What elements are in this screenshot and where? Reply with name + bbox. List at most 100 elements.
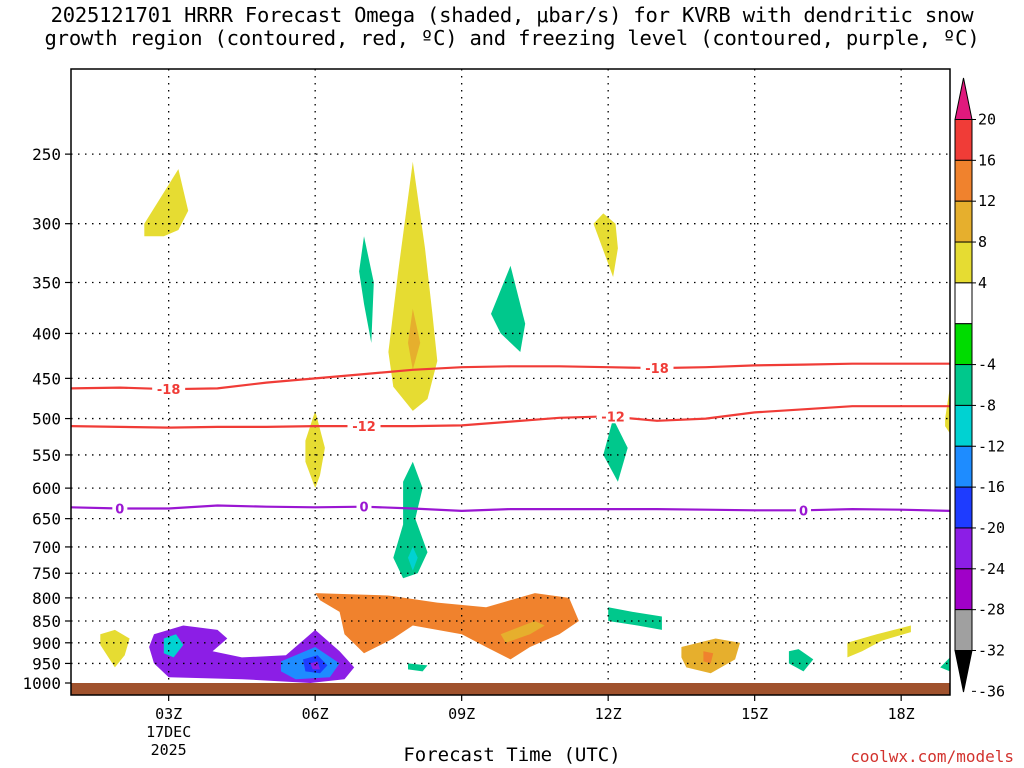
colorbar-label--16: -16 [978, 478, 1005, 496]
contour-label-0-1: 0 [359, 501, 368, 516]
omega-region-13 [359, 236, 374, 343]
colorbar-bin-4-8 [954, 241, 973, 284]
y-tick-label-900: 900 [32, 634, 61, 653]
colorbar-label--32: -32 [978, 642, 1005, 660]
grid [71, 69, 950, 683]
x-tick-label-18Z: 18Z [888, 705, 915, 723]
x-tick-label-15Z: 15Z [741, 705, 768, 723]
colorbar-cap-top [954, 77, 973, 120]
y-tick-label-800: 800 [32, 589, 61, 608]
omega-region-17 [408, 546, 418, 571]
colorbar-bin--4-4 [954, 282, 973, 325]
colorbar-bin-16-20 [954, 119, 973, 161]
contour-line--18 [71, 362, 950, 391]
contour-label--12-1: -12 [601, 410, 625, 425]
omega-region-0 [144, 169, 189, 237]
x-tick-label-12Z: 12Z [595, 705, 622, 723]
x-tick-sublabel-0: 17DEC [146, 723, 191, 741]
colorbar-bin--8--4 [954, 323, 973, 366]
source-credit[interactable]: coolwx.com/models [850, 747, 1014, 766]
y-tick-label-1000: 1000 [22, 674, 61, 693]
colorbar-bin--32--28 [954, 568, 973, 611]
colorbar-label-16: 16 [978, 151, 996, 169]
x-tick-label-03Z: 03Z [155, 705, 182, 723]
y-axis: 250 300 350 400 450 500 550 600 650 700 750 800 850 9… [22, 145, 71, 693]
colorbar-bin--16--12 [954, 404, 973, 447]
y-tick-label-650: 650 [32, 510, 61, 529]
colorbar-bin-12-16 [954, 159, 973, 202]
colorbar-bin--36--32 [954, 609, 973, 652]
colorbar-label--24: -24 [978, 560, 1005, 578]
colorbar-bin--24--20 [954, 486, 973, 529]
colorbar: 20 16 12 8 4 -4 -8 -12 -16 -20 -24 -28 -32 -36 [954, 77, 1005, 700]
omega-region-16 [393, 461, 428, 579]
omega-region-5 [305, 410, 325, 489]
contour-label--12-0: -12 [352, 420, 376, 435]
colorbar-label--20: -20 [978, 519, 1005, 537]
chart-title: 2025121701 HRRR Forecast Omega (shaded, … [0, 4, 1024, 50]
omega-region-18 [608, 607, 662, 630]
contour-label-bg-0-2 [796, 503, 811, 518]
contour-label-bg-0-0 [112, 501, 128, 516]
contour-label-bg--18-0 [152, 382, 186, 397]
omega-region-4 [593, 213, 618, 277]
colorbar-label--4: -4 [978, 356, 996, 374]
omega-region-20 [408, 663, 428, 672]
x-axis-label: Forecast Time (UTC) [403, 744, 621, 766]
omega-region-19 [788, 649, 814, 672]
contour-line--12 [71, 405, 950, 429]
temperature-contours: -18 -18 -12 -12 0 0 0 [71, 361, 950, 519]
y-tick-label-550: 550 [32, 446, 61, 465]
y-tick-label-250: 250 [32, 145, 61, 164]
colorbar-label-12: 12 [978, 192, 996, 210]
colorbar-label--28: -28 [978, 601, 1005, 619]
omega-region-11 [847, 625, 911, 658]
omega-region-7 [354, 625, 389, 645]
colorbar-bin--28--24 [954, 527, 973, 570]
omega-region-8 [500, 621, 545, 643]
chart-title-line-1: 2025121701 HRRR Forecast Omega (shaded, … [50, 3, 974, 27]
contour-label-0-0: 0 [115, 503, 124, 518]
colorbar-cap-bottom [954, 650, 973, 693]
contour-label--18-1: -18 [645, 362, 669, 377]
x-tick-sublabel-1: 2025 [151, 741, 187, 759]
omega-region-15 [603, 418, 628, 482]
colorbar-label--8: -8 [978, 396, 996, 414]
colorbar-bin--12--8 [954, 364, 973, 406]
omega-region-21 [940, 657, 950, 672]
colorbar-label-20: 20 [978, 111, 996, 129]
contour-label-0-2: 0 [799, 504, 808, 519]
colorbar-label-4: 4 [978, 274, 987, 292]
contour-label--18-0: -18 [157, 383, 181, 398]
colorbar-bin-8-12 [954, 200, 973, 243]
y-tick-label-850: 850 [32, 612, 61, 631]
colorbar-label--36: -36 [978, 682, 1005, 700]
omega-region-1 [100, 629, 130, 668]
omega-region-12 [945, 386, 950, 434]
colorbar-label-8: 8 [978, 233, 987, 251]
contour-label-bg--12-0 [347, 419, 381, 434]
contour-label-bg--12-1 [596, 409, 630, 424]
y-tick-label-450: 450 [32, 369, 61, 388]
y-tick-label-950: 950 [32, 654, 61, 673]
omega-region-14 [491, 265, 526, 352]
omega-region-2 [388, 161, 438, 411]
y-tick-label-500: 500 [32, 410, 61, 429]
omega-region-3 [408, 308, 421, 370]
x-tick-label-06Z: 06Z [302, 705, 329, 723]
y-tick-label-750: 750 [32, 564, 61, 583]
terrain-bar [71, 683, 950, 695]
omega-region-10 [703, 651, 714, 664]
y-tick-label-700: 700 [32, 538, 61, 557]
plot-frame [70, 68, 951, 696]
y-tick-label-400: 400 [32, 324, 61, 343]
y-tick-label-600: 600 [32, 479, 61, 498]
chart-title-line-2: growth region (contoured, red, ºC) and f… [44, 26, 980, 50]
contour-label-bg-0-1 [356, 499, 372, 514]
x-tick-label-09Z: 09Z [448, 705, 475, 723]
colorbar-label--12: -12 [978, 437, 1005, 455]
contour-label-bg--18-1 [640, 361, 674, 376]
omega-region-23 [163, 634, 184, 658]
